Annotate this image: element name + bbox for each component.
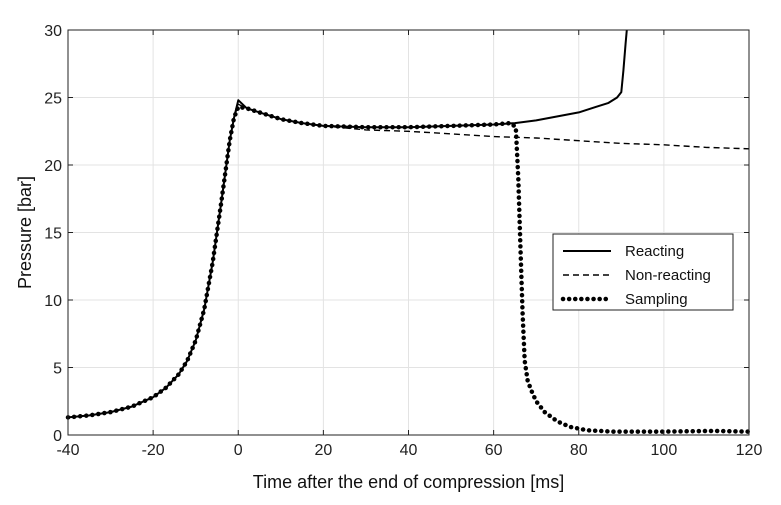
x-tick-label: 100 [651,442,678,459]
legend: Reacting Non-reacting Sampling [552,233,734,311]
x-tick-label: 120 [736,442,763,459]
legend-label: Non-reacting [625,267,711,284]
x-tick-label: 40 [400,442,418,459]
y-axis-label: Pressure [bar] [15,176,35,289]
x-tick-label: -20 [142,442,165,459]
series-line-sampling [65,104,752,434]
y-tick-label: 5 [53,361,62,378]
y-tick-label: 20 [44,158,62,175]
y-tick-label: 30 [44,23,62,40]
y-tick-label: 10 [44,293,62,310]
legend-box [552,233,734,311]
legend-label: Reacting [625,243,684,260]
x-tick-label: 0 [234,442,243,459]
tick-layer: -40 -20 0 20 40 60 80 100 120 0 5 10 15 20 25 30 [44,23,762,459]
grid [67,29,750,436]
series-line-reacting [67,29,628,419]
x-tick-label: 60 [485,442,503,459]
x-tick-label: -40 [56,442,79,459]
series-layer [65,29,752,434]
y-tick-label: 15 [44,226,62,243]
y-tick-label: 25 [44,91,62,108]
x-tick-label: 80 [570,442,588,459]
x-tick-label: 20 [314,442,332,459]
y-tick-label: 0 [53,428,62,445]
legend-label: Sampling [625,291,688,308]
x-axis-label: Time after the end of compression [ms] [253,472,564,492]
